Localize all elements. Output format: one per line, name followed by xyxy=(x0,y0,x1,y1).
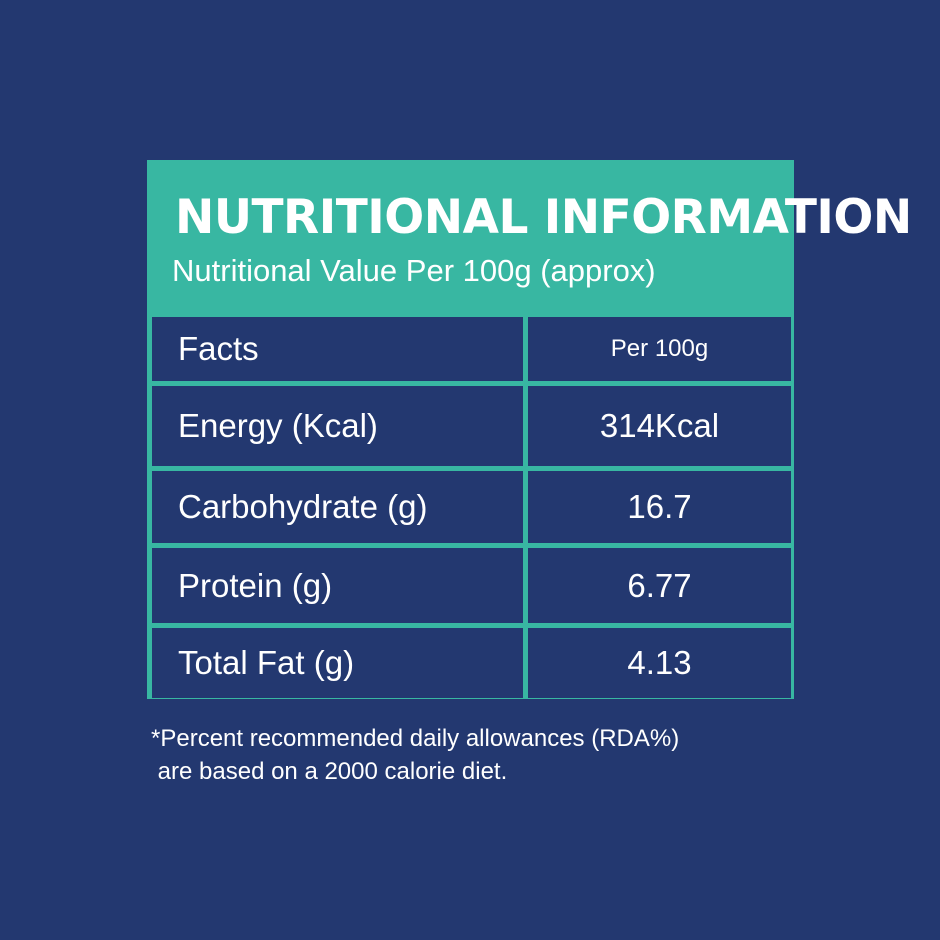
row-value-total-fat: 4.13 xyxy=(528,628,791,698)
row-label-energy: Energy (Kcal) xyxy=(152,386,523,466)
row-label-protein: Protein (g) xyxy=(152,548,523,623)
panel-title: NUTRITIONAL INFORMATION xyxy=(175,190,912,245)
row-value-carbohydrate: 16.7 xyxy=(528,471,791,543)
row-value-protein: 6.77 xyxy=(528,548,791,623)
footnote-line-2: are based on a 2000 calorie diet. xyxy=(151,758,508,785)
table-header-facts: Facts xyxy=(152,317,523,381)
footnote: *Percent recommended daily allowances (R… xyxy=(151,722,679,788)
row-label-total-fat: Total Fat (g) xyxy=(152,628,523,698)
table-header-per-100g: Per 100g xyxy=(528,317,791,381)
footnote-line-1: *Percent recommended daily allowances (R… xyxy=(151,725,680,752)
panel-subtitle: Nutritional Value Per 100g (approx) xyxy=(172,253,656,288)
nutrition-panel: NUTRITIONAL INFORMATION Nutritional Valu… xyxy=(147,160,912,699)
row-label-carbohydrate: Carbohydrate (g) xyxy=(152,471,523,543)
row-value-energy: 314Kcal xyxy=(528,386,791,466)
nutrition-table: Facts Per 100g Energy (Kcal) 314Kcal Car… xyxy=(152,317,791,698)
